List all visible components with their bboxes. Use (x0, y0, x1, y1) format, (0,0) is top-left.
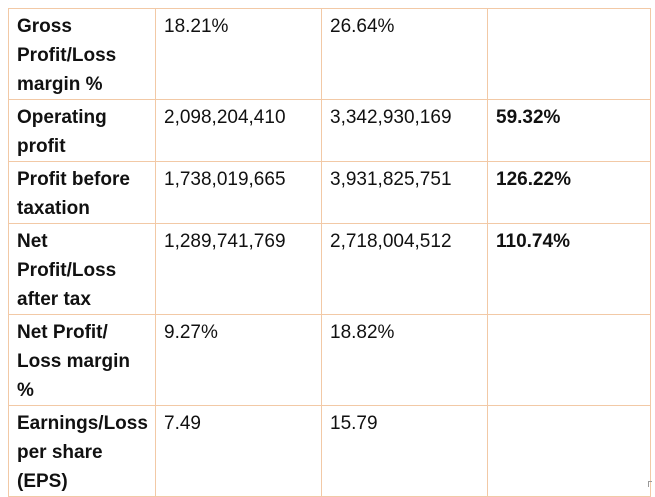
resize-corner-mark (648, 481, 652, 487)
row-label: Net Profit/ Loss margin % (8, 314, 156, 406)
table-row-net-margin: Net Profit/ Loss margin % 9.27% 18.82% (8, 314, 651, 406)
table-row-gross-margin: Gross Profit/Loss margin % 18.21% 26.64% (8, 8, 651, 100)
financial-table-container: Gross Profit/Loss margin % 18.21% 26.64%… (8, 8, 651, 497)
row-label: Operating profit (8, 99, 156, 162)
value-cell-1: 18.21% (155, 8, 322, 100)
change-cell (487, 314, 651, 406)
value-cell-1: 9.27% (155, 314, 322, 406)
change-cell: 110.74% (487, 223, 651, 315)
change-cell (487, 405, 651, 497)
value-cell-2: 15.79 (321, 405, 488, 497)
value-cell-1: 1,289,741,769 (155, 223, 322, 315)
table-row-net-profit: Net Profit/Loss after tax 1,289,741,769 … (8, 223, 651, 315)
change-cell: 126.22% (487, 161, 651, 224)
value-cell-2: 26.64% (321, 8, 488, 100)
value-cell-1: 7.49 (155, 405, 322, 497)
value-cell-2: 18.82% (321, 314, 488, 406)
table-row-operating-profit: Operating profit 2,098,204,410 3,342,930… (8, 99, 651, 162)
value-cell-1: 2,098,204,410 (155, 99, 322, 162)
change-cell (487, 8, 651, 100)
table-row-eps: Earnings/Loss per share (EPS) 7.49 15.79 (8, 405, 651, 497)
row-label: Profit before taxation (8, 161, 156, 224)
table-row-profit-before-tax: Profit before taxation 1,738,019,665 3,9… (8, 161, 651, 224)
value-cell-1: 1,738,019,665 (155, 161, 322, 224)
change-cell: 59.32% (487, 99, 651, 162)
value-cell-2: 3,342,930,169 (321, 99, 488, 162)
value-cell-2: 2,718,004,512 (321, 223, 488, 315)
value-cell-2: 3,931,825,751 (321, 161, 488, 224)
row-label: Net Profit/Loss after tax (8, 223, 156, 315)
row-label: Gross Profit/Loss margin % (8, 8, 156, 100)
row-label: Earnings/Loss per share (EPS) (8, 405, 156, 497)
financial-summary-table: Gross Profit/Loss margin % 18.21% 26.64%… (8, 8, 651, 497)
